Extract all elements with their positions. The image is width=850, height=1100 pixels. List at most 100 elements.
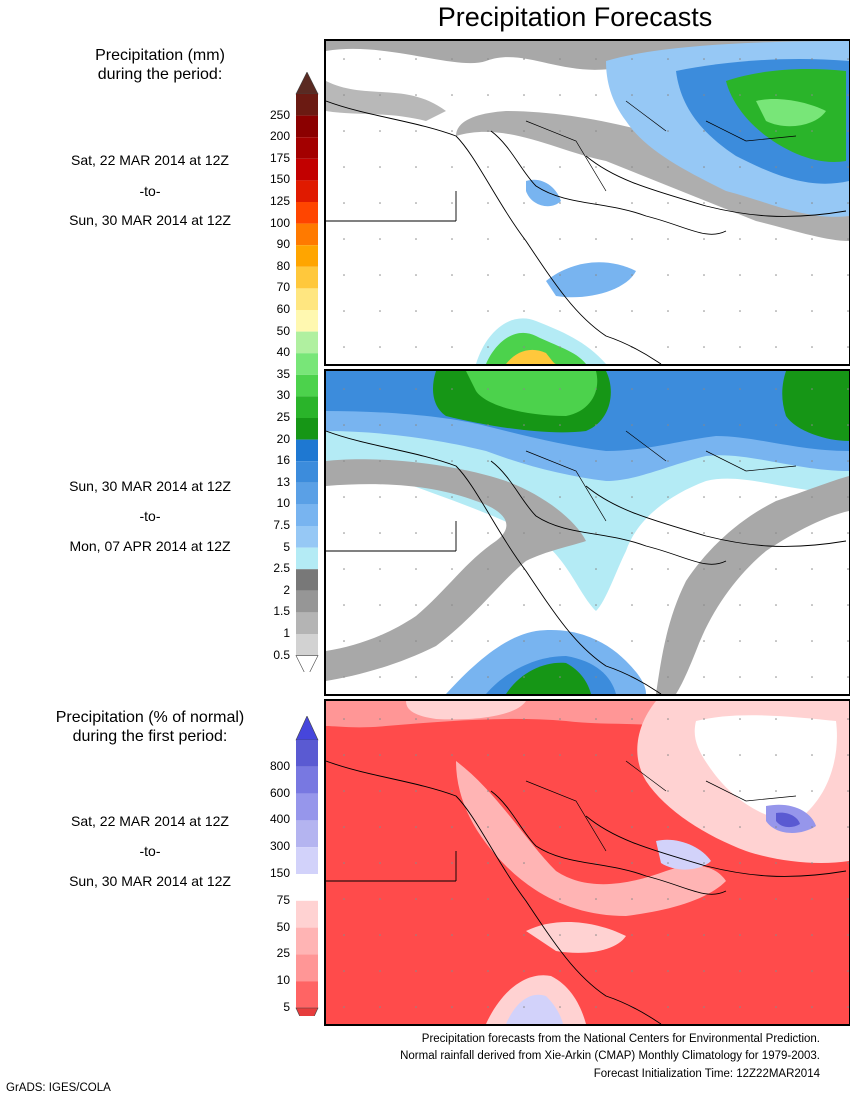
colorbar-swatch — [296, 288, 318, 310]
colorbar-swatch — [296, 954, 318, 982]
colorbar-tick-label: 10 — [276, 496, 290, 511]
colorbar-swatch — [296, 439, 318, 462]
percent-heading-line2: during the first period: — [72, 728, 228, 745]
colorbar-swatch — [296, 612, 318, 634]
colorbar-tick-label: 400 — [269, 812, 290, 827]
page-title: Precipitation Forecasts — [437, 2, 713, 32]
percent-normal-map — [326, 701, 849, 1024]
colorbar-tick-label: 25 — [276, 946, 290, 961]
colorbar-tick-label: 600 — [269, 785, 290, 800]
colorbar-tick-label: 30 — [276, 388, 290, 403]
colorbar-swatch — [296, 374, 318, 397]
precip-map-period1 — [326, 41, 849, 364]
colorbar-swatch — [296, 94, 318, 116]
country-borders — [326, 430, 847, 694]
colorbar-swatch — [296, 927, 318, 955]
country-borders — [326, 760, 847, 1024]
colorbar-swatch — [296, 461, 318, 483]
colorbar-tick-label: 300 — [269, 839, 290, 854]
colorbar-tick-label: 125 — [269, 194, 290, 208]
colorbar-swatch — [296, 504, 318, 526]
percent-period-end: Sun, 30 MAR 2014 at 12Z — [69, 873, 231, 889]
colorbar-tick-label: 100 — [269, 215, 290, 230]
colorbar-swatch — [296, 634, 318, 656]
colorbar-swatch — [296, 526, 318, 548]
colorbar-swatch — [296, 981, 318, 1008]
colorbar-swatch — [296, 223, 318, 246]
colorbar-tick-label: 35 — [276, 366, 290, 381]
precip-map-period2 — [326, 371, 849, 694]
colorbar-swatch — [296, 874, 318, 901]
colorbar-swatch — [296, 569, 318, 591]
period2-end: Mon, 07 APR 2014 at 12Z — [69, 538, 231, 554]
percent-heading-line1: Precipitation (% of normal) — [55, 709, 245, 726]
colorbar-swatch — [296, 847, 318, 874]
colorbar-bottom-arrow — [295, 1007, 319, 1016]
colorbar-swatch — [296, 900, 318, 928]
period1-end: Sun, 30 MAR 2014 at 12Z — [69, 212, 231, 228]
period2-separator: -to- — [139, 508, 161, 524]
amount-heading: Precipitation (mm) during the period: — [40, 46, 280, 84]
colorbar-tick-label: 25 — [276, 410, 290, 424]
colorbar-tick-label: 250 — [269, 107, 290, 122]
colorbar-swatch — [296, 396, 318, 418]
colorbar-swatch — [296, 793, 318, 821]
coastlines — [525, 100, 797, 192]
amount-heading-line2: during the period: — [97, 66, 223, 83]
footer-source-line: Precipitation forecasts from the Nationa… — [421, 1033, 820, 1045]
colorbar-swatch — [296, 331, 318, 354]
colorbar-tick-label: 2 — [283, 582, 290, 597]
colorbar-tick-label: 70 — [276, 280, 290, 295]
footer-init-time: Forecast Initialization Time: 12Z22MAR20… — [593, 1068, 820, 1080]
period1-start: Sat, 22 MAR 2014 at 12Z — [71, 152, 229, 168]
colorbar-tick-label: 10 — [276, 973, 290, 988]
colorbar-tick-label: 7.5 — [273, 518, 290, 532]
period1-separator: -to- — [139, 183, 161, 199]
colorbar-swatch — [296, 158, 318, 181]
colorbar-swatch — [296, 266, 318, 289]
colorbar-tick-label: 175 — [269, 150, 290, 165]
colorbar-swatch — [296, 310, 318, 332]
footer-climatology-line: Normal rainfall derived from Xie-Arkin (… — [400, 1050, 820, 1062]
colorbar-tick-label: 16 — [276, 453, 290, 468]
colorbar-tick-label: 800 — [269, 758, 290, 773]
colorbar-tick-label: 200 — [269, 129, 290, 144]
colorbar-tick-label: 150 — [269, 172, 290, 187]
map-panel-amount-period1 — [324, 39, 850, 366]
colorbar-swatch — [296, 590, 318, 613]
colorbar-tick-label: 60 — [276, 302, 290, 316]
colorbar-tick-label: 0.5 — [273, 647, 290, 662]
coastlines — [525, 430, 797, 522]
colorbar-tick-label: 80 — [276, 258, 290, 273]
colorbar-top-arrow — [295, 72, 319, 95]
colorbar-swatch — [296, 353, 318, 375]
colorbar-tick-label: 1 — [283, 626, 290, 640]
map-panel-percent-normal — [324, 699, 850, 1026]
colorbar-tick-label: 50 — [276, 919, 290, 934]
colorbar-bottom-arrow — [295, 655, 319, 672]
colorbar-swatch — [296, 740, 318, 767]
colorbar-tick-label: 90 — [276, 237, 290, 252]
percent-heading: Precipitation (% of normal) during the f… — [25, 708, 275, 746]
colorbar-swatch — [296, 820, 318, 848]
percent-period-start: Sat, 22 MAR 2014 at 12Z — [71, 813, 229, 829]
period2-start: Sun, 30 MAR 2014 at 12Z — [69, 478, 231, 494]
colorbar-tick-label: 1.5 — [273, 604, 290, 619]
colorbar-tick-label: 75 — [276, 892, 290, 907]
colorbar-tick-label: 13 — [276, 474, 290, 489]
percent-period-separator: -to- — [139, 843, 161, 859]
colorbar-tick-label: 50 — [276, 323, 290, 338]
colorbar-swatch — [296, 202, 318, 224]
country-borders — [326, 100, 847, 364]
colorbar-swatch — [296, 115, 318, 138]
coastlines — [525, 760, 797, 852]
colorbar-swatch — [296, 547, 318, 570]
colorbar-swatch — [296, 180, 318, 202]
colorbar-swatch — [296, 482, 318, 505]
colorbar-tick-label: 5 — [283, 539, 290, 554]
map-panel-amount-period2 — [324, 369, 850, 696]
colorbar-swatch — [296, 137, 318, 159]
colorbar-top-arrow — [295, 716, 319, 741]
colorbar-tick-label: 20 — [276, 431, 290, 446]
colorbar-swatch — [296, 418, 318, 440]
